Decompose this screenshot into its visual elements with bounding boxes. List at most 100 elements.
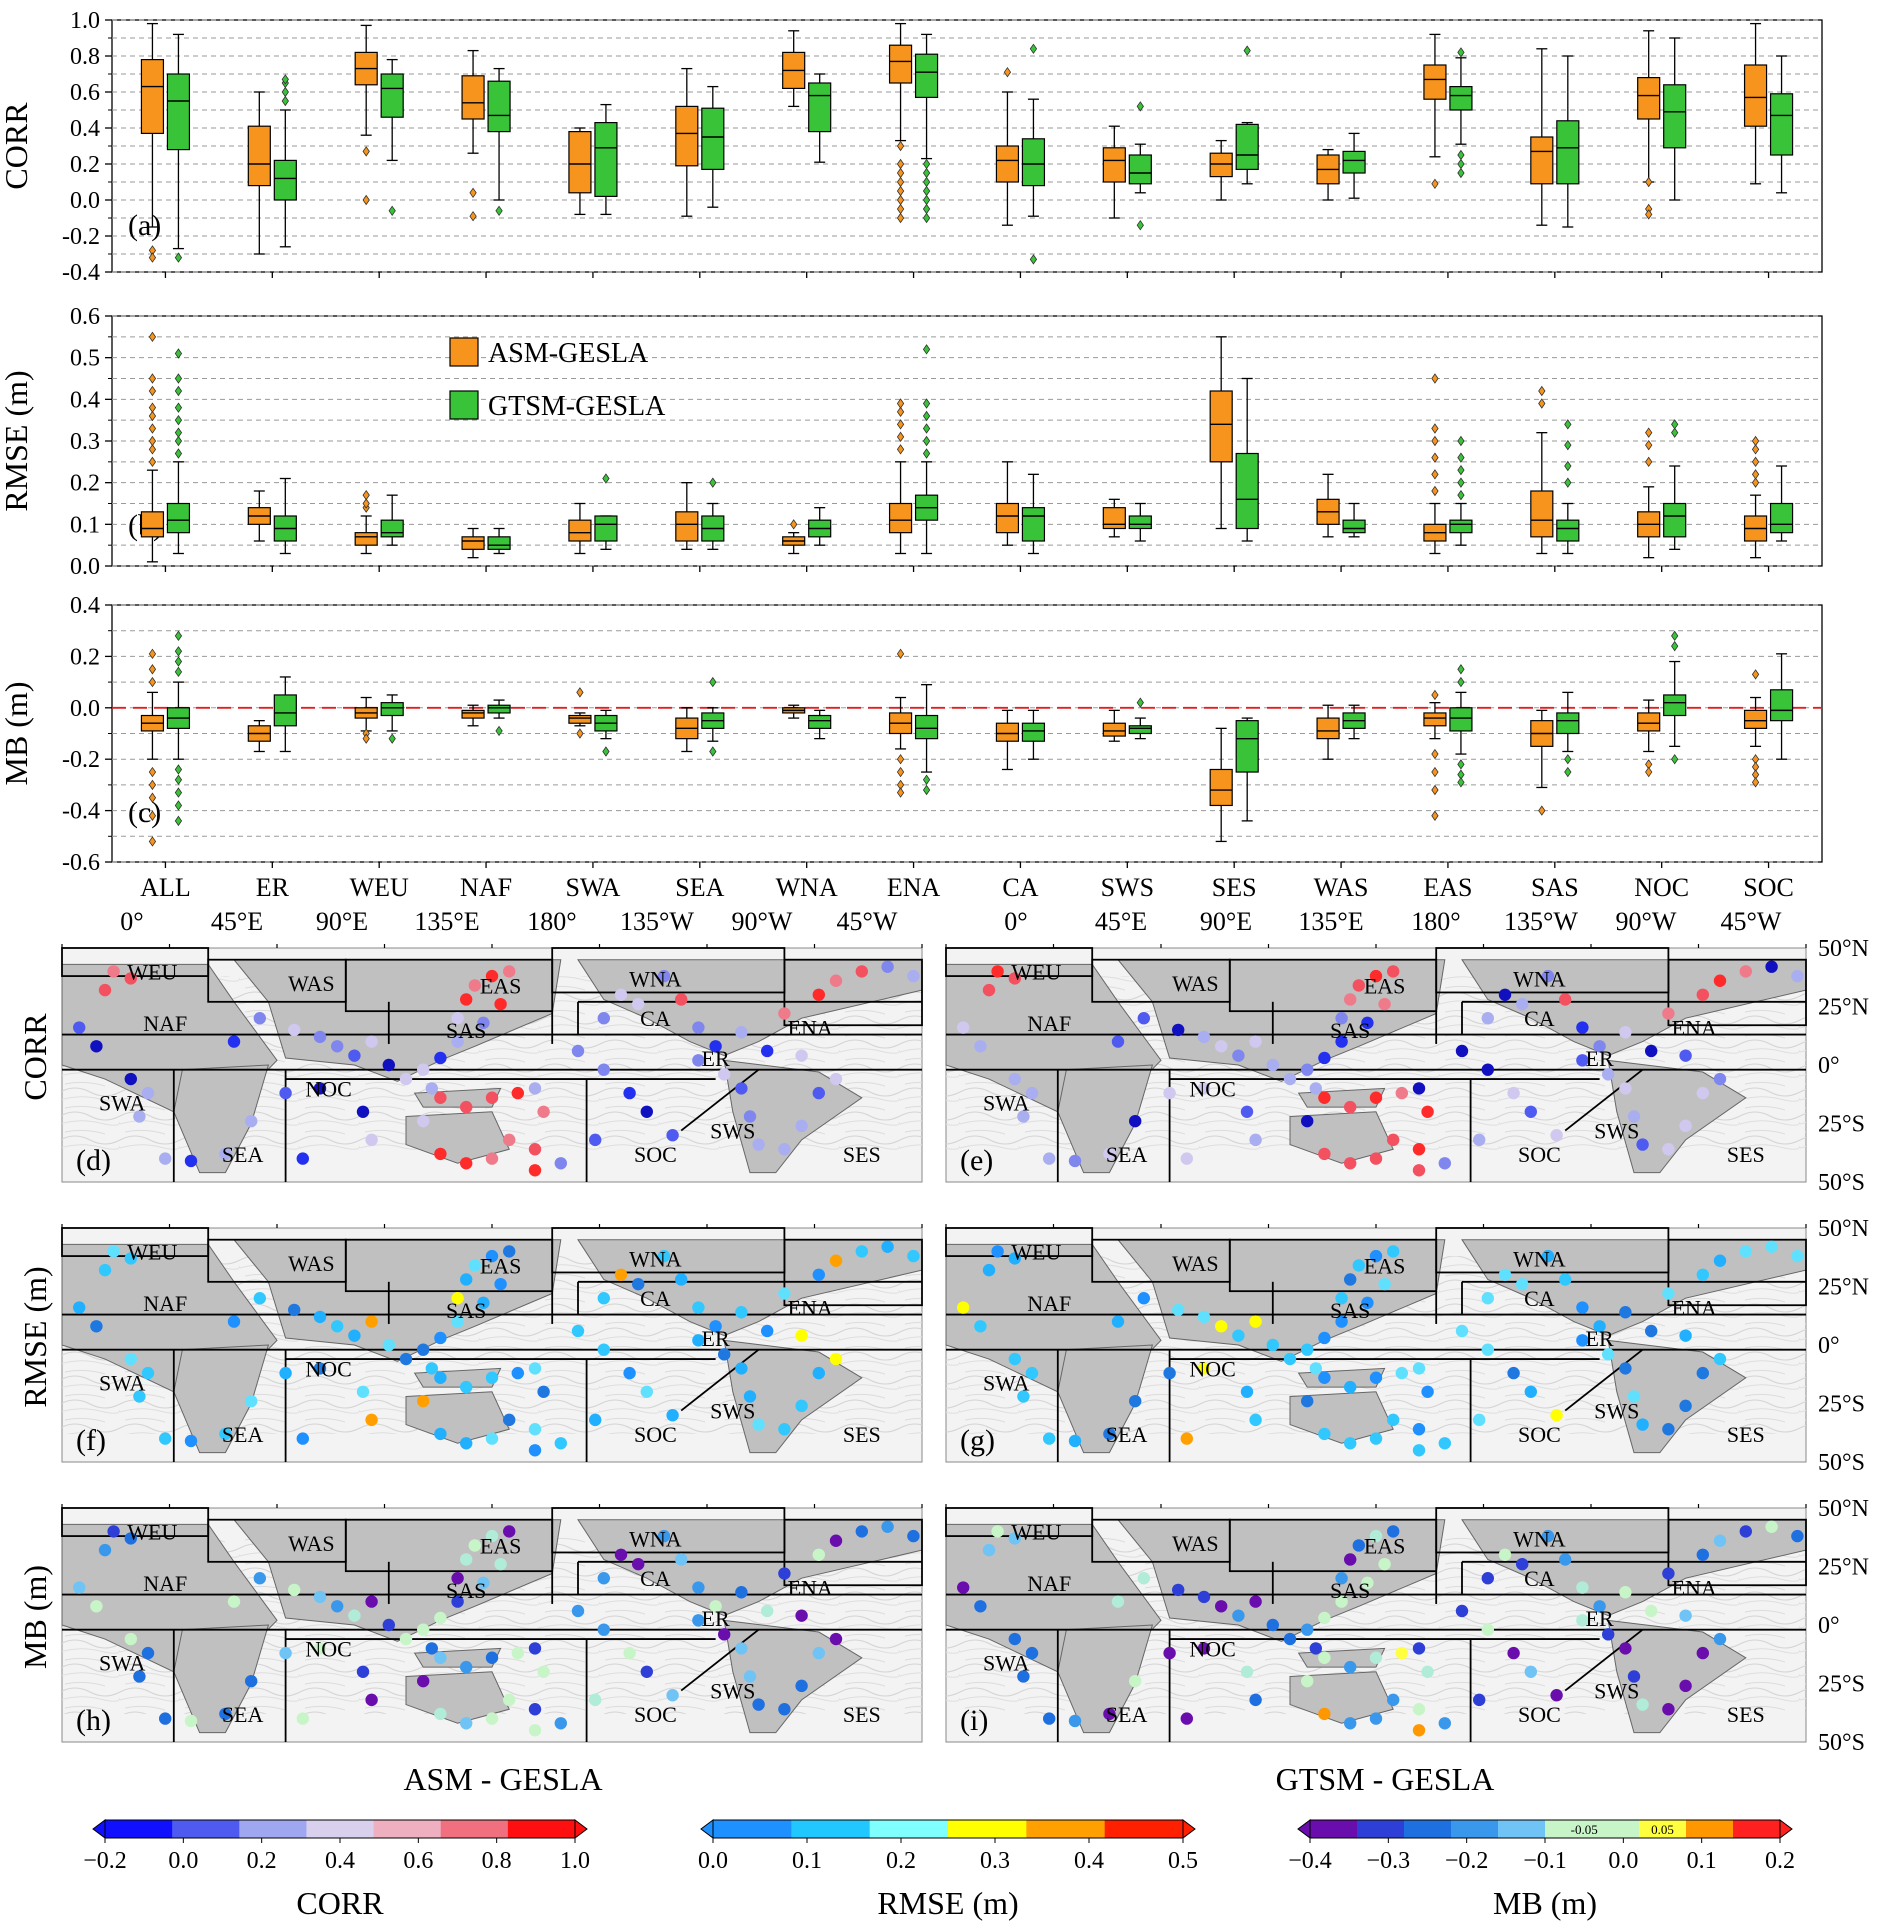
station-marker	[460, 1553, 473, 1566]
box-iqr	[487, 80, 511, 133]
station-marker	[425, 1642, 438, 1655]
flier-point	[174, 764, 183, 775]
flier-point	[148, 410, 157, 422]
flier-point	[922, 410, 931, 422]
station-marker	[1172, 1023, 1185, 1037]
box-gtsm-gesla-naf	[487, 67, 511, 216]
station-marker	[477, 1016, 490, 1030]
box-gtsm-gesla-was	[1342, 132, 1366, 199]
latitude-label: 25°S	[1818, 1672, 1865, 1698]
station-marker	[1137, 1292, 1151, 1305]
station-marker	[184, 1434, 198, 1448]
station-marker	[743, 1110, 757, 1123]
station-marker	[245, 1394, 258, 1408]
box-iqr	[1556, 519, 1580, 542]
flier-point	[922, 344, 931, 355]
x-tick-label: NOC	[1634, 873, 1689, 902]
map-column-label-gtsm: GTSM - GESLA	[1276, 1761, 1495, 1797]
station-marker	[675, 993, 688, 1006]
station-marker	[1627, 1390, 1641, 1403]
station-marker	[528, 1362, 542, 1375]
y-axis-label: MB (m)	[0, 682, 34, 786]
colorbar-segment	[1104, 1820, 1184, 1838]
station-marker	[1412, 1444, 1426, 1457]
flier-point	[174, 348, 183, 359]
station-marker	[1283, 1352, 1297, 1366]
station-marker	[1301, 1063, 1314, 1076]
colorbar-tick-label: 0.0	[1608, 1848, 1638, 1874]
latitude-label: 25°N	[1818, 1555, 1869, 1581]
box-gtsm-gesla-wna	[808, 73, 832, 163]
box-iqr	[461, 536, 485, 550]
colorbar-segment	[105, 1820, 173, 1838]
region-boundary	[680, 1348, 760, 1412]
station-marker	[1008, 1252, 1021, 1265]
region-label: SWS	[710, 1119, 755, 1144]
station-marker	[1438, 1437, 1452, 1450]
station-marker	[735, 1026, 748, 1039]
colorbar-tick-label: 1.0	[560, 1848, 590, 1874]
station-marker	[1739, 1525, 1753, 1538]
station-marker	[623, 1646, 636, 1660]
box-gtsm-gesla-ena	[914, 684, 939, 796]
station-marker	[974, 1320, 987, 1333]
station-marker	[494, 1277, 507, 1291]
box-gtsm-gesla-sas	[1556, 691, 1580, 778]
box-gtsm-gesla-weu	[380, 58, 404, 216]
station-marker	[752, 1138, 765, 1151]
region-label: CA	[640, 1566, 671, 1591]
station-marker	[1215, 1040, 1228, 1053]
station-marker	[1576, 1581, 1589, 1594]
station-marker	[477, 1296, 490, 1310]
box-gtsm-gesla-ena	[914, 33, 939, 224]
station-marker	[812, 988, 825, 1001]
box-asm-gesla-ses	[1209, 336, 1233, 530]
x-tick-label: WNA	[776, 873, 838, 902]
station-marker	[1645, 1604, 1658, 1618]
region-label: EAS	[1364, 1253, 1406, 1278]
station-marker	[743, 1390, 757, 1403]
station-marker	[1344, 1380, 1357, 1394]
box-iqr	[1449, 85, 1473, 111]
flier-point	[362, 733, 370, 744]
colorbar-segment	[948, 1820, 1027, 1838]
box-asm-gesla-sea	[675, 67, 699, 217]
station-marker	[597, 1572, 610, 1585]
station-marker	[1017, 1110, 1030, 1123]
station-marker	[632, 997, 645, 1011]
flier-point	[922, 784, 931, 796]
station-marker	[1481, 1623, 1495, 1636]
station-marker	[597, 1292, 610, 1305]
y-axis-label: RMSE (m)	[0, 370, 34, 511]
station-marker	[1378, 1277, 1391, 1291]
box-iqr	[888, 44, 913, 84]
box-gtsm-gesla-wna	[808, 709, 832, 740]
station-marker	[709, 1040, 722, 1053]
box-gtsm-gesla-swa	[594, 473, 618, 550]
flier-point	[1431, 423, 1439, 434]
station-marker	[1696, 1366, 1710, 1380]
x-tick-label: NAF	[460, 873, 512, 902]
colorbar-0: −0.2 0.0 0.2 0.4 0.6 0.8 1.0 CORR	[83, 1819, 590, 1921]
box-iqr	[594, 121, 618, 198]
y-tick-label: 0.0	[70, 554, 100, 580]
region-box	[783, 1518, 923, 1587]
station-marker	[1387, 965, 1400, 978]
station-marker	[1765, 1520, 1778, 1533]
station-marker	[90, 1320, 103, 1333]
station-marker	[485, 969, 499, 983]
region-label: SAS	[1330, 1018, 1370, 1043]
colorbar-tick-label: 0.1	[792, 1848, 822, 1874]
station-marker	[1301, 1114, 1314, 1128]
station-marker	[1335, 1035, 1348, 1048]
station-marker	[991, 1245, 1004, 1258]
flier-point	[1564, 477, 1572, 488]
box-asm-gesla-er	[247, 720, 271, 753]
colorbar-2: −0.4 −0.3 −0.2 −0.1 0.0 0.1 0.2 -0.05 0.05 MB (m)	[1288, 1819, 1795, 1921]
station-marker	[451, 1292, 464, 1305]
x-tick-label: SES	[1212, 873, 1257, 902]
flier-point	[1564, 419, 1572, 430]
station-marker	[417, 1623, 430, 1636]
flier-point	[1645, 766, 1653, 778]
station-marker	[485, 1371, 499, 1384]
